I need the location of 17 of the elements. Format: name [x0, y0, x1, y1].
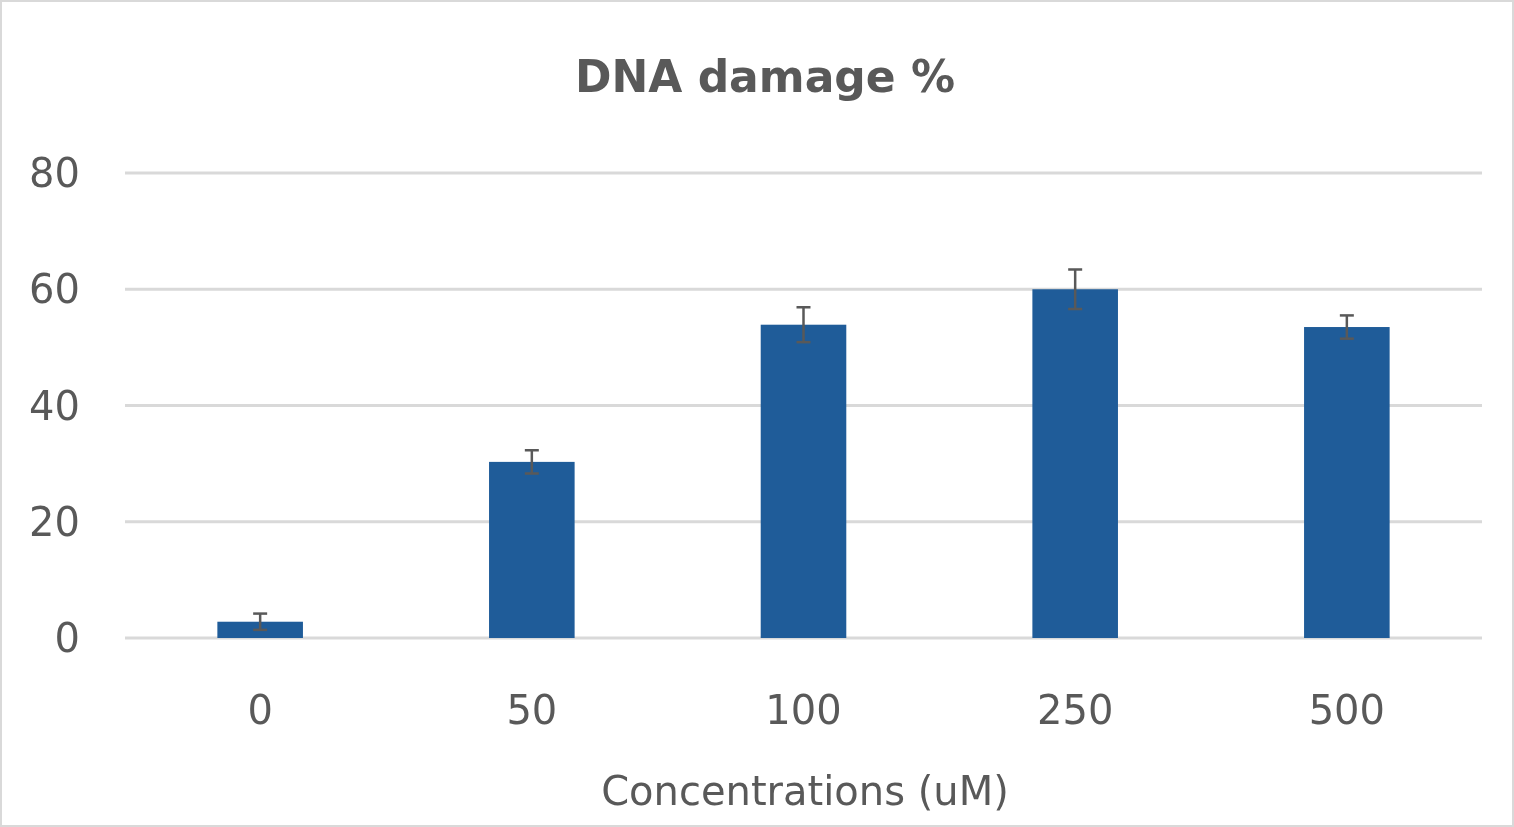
y-tick-label: 60 — [29, 266, 80, 313]
x-tick-label: 0 — [247, 687, 273, 733]
chart-title: DNA damage % — [574, 51, 956, 102]
x-tick-label: 500 — [1308, 687, 1386, 733]
bar — [1032, 289, 1118, 638]
x-axis-title: Concentrations (uM) — [601, 768, 1009, 814]
bar — [217, 621, 303, 638]
y-tick-label: 0 — [54, 615, 80, 661]
x-tick-label: 50 — [506, 687, 558, 733]
bar — [489, 461, 575, 638]
y-tick-label: 40 — [29, 382, 80, 429]
x-tick-label: 100 — [765, 687, 842, 733]
y-tick-label: 80 — [29, 150, 80, 196]
x-tick-label: 250 — [1036, 687, 1114, 733]
y-tick-label: 20 — [29, 498, 80, 545]
bar — [1304, 327, 1390, 638]
bar — [760, 324, 847, 638]
